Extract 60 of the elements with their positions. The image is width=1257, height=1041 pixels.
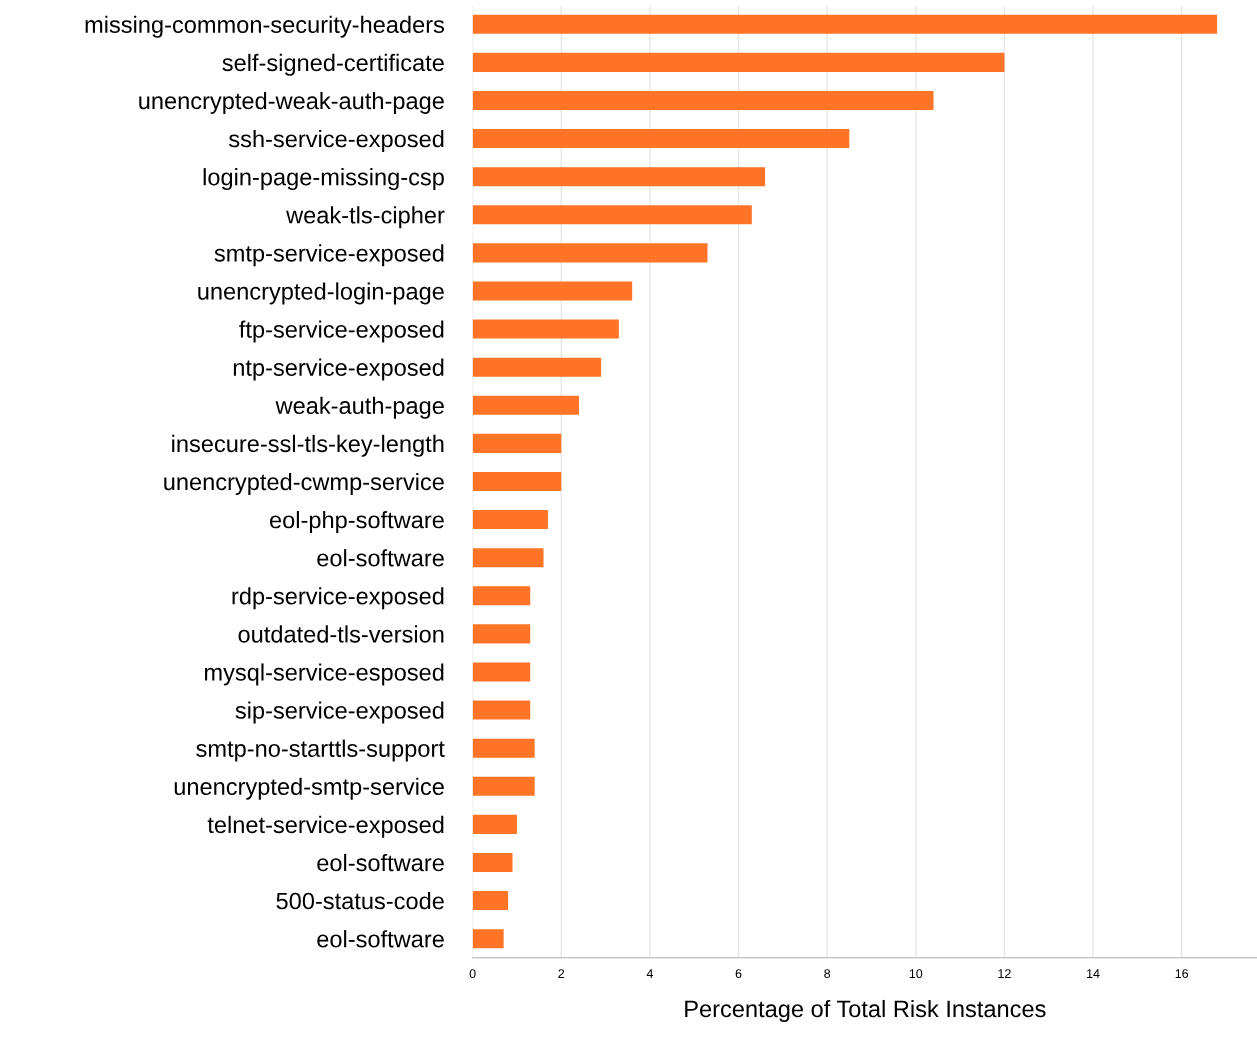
bar [472, 14, 1218, 34]
y-tick-label: smtp-service-exposed [214, 244, 444, 267]
bar [472, 814, 517, 834]
y-tick-label: sip-service-exposed [235, 701, 444, 724]
bar [472, 471, 562, 491]
y-tick-label: unencrypted-smtp-service [174, 777, 444, 800]
y-tick-label: eol-php-software [270, 511, 444, 534]
bar [472, 586, 531, 606]
y-tick-label: ftp-service-exposed [239, 320, 444, 343]
bar [472, 90, 934, 110]
y-tick-label: weak-tls-cipher [286, 206, 445, 229]
y-tick-label: unencrypted-login-page [198, 282, 444, 305]
x-tick-label: 2 [558, 969, 565, 978]
y-tick-label: telnet-service-exposed [207, 815, 444, 838]
y-tick-label: unencrypted-weak-auth-page [139, 91, 444, 114]
y-tick-label: unencrypted-cwmp-service [164, 472, 444, 495]
x-tick-label: 0 [469, 969, 476, 979]
y-tick-label: weak-auth-page [275, 396, 444, 419]
y-tick-label: outdated-tls-version [238, 625, 444, 643]
x-tick-label: 8 [824, 969, 831, 979]
bar [472, 357, 602, 377]
x-tick-label: 6 [735, 969, 742, 979]
bar [472, 548, 544, 568]
bar [472, 433, 562, 453]
y-tick-label: 500-status-code [276, 892, 444, 910]
y-tick-label: eol-software [317, 549, 444, 567]
bar [472, 243, 708, 263]
bar [472, 319, 619, 339]
y-tick-label: login-page-missing-csp [203, 168, 444, 191]
y-tick-label: ntp-service-exposed [233, 358, 444, 381]
y-tick-label: rdp-service-exposed [232, 587, 444, 610]
bar [472, 776, 535, 796]
y-tick-label: mysql-service-esposed [205, 663, 444, 686]
bar [472, 129, 850, 149]
bar [472, 510, 548, 530]
x-tick-label: 16 [1175, 969, 1189, 979]
bar [472, 700, 531, 720]
x-tick-label: 14 [1087, 969, 1100, 978]
y-tick-label: ssh-service-exposed [229, 130, 444, 153]
x-axis-title: Percentage of Total Risk Instances [685, 999, 1046, 1022]
bar [472, 395, 579, 415]
x-tick-label: 10 [909, 969, 923, 979]
y-tick-label: insecure-ssl-tls-key-length [172, 434, 444, 457]
y-tick-label: eol-software [317, 930, 444, 948]
bar [472, 738, 535, 758]
bar [472, 205, 752, 225]
x-tick-label: 12 [998, 969, 1011, 978]
bar [472, 624, 531, 644]
bar [472, 662, 531, 682]
bar [472, 281, 633, 301]
bar [472, 52, 1005, 72]
bar [472, 167, 766, 187]
bar [472, 891, 509, 911]
x-tick-label: 4 [646, 969, 653, 978]
y-tick-label: missing-common-security-headers [85, 15, 445, 38]
bar [472, 852, 513, 872]
bar [472, 929, 504, 949]
y-tick-label: smtp-no-starttls-support [196, 739, 445, 762]
y-tick-label: eol-software [317, 853, 444, 872]
y-tick-label: self-signed-certificate [222, 53, 444, 76]
